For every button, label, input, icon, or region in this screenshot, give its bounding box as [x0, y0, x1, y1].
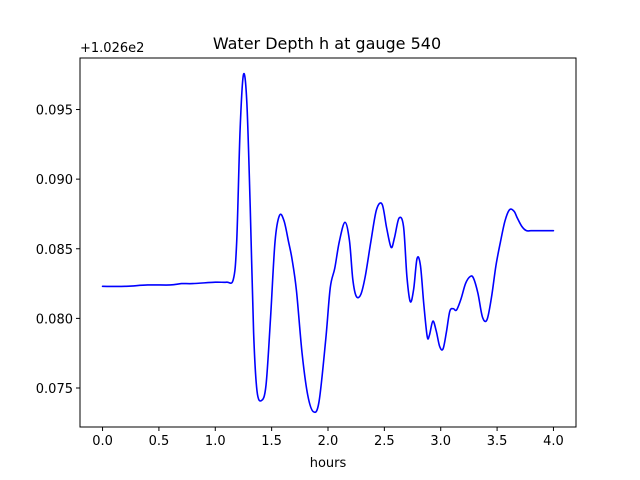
x-axis-ticks: 0.0 0.5 1.0 1.5 2.0 2.5 3.0 3.5 4.0 [92, 427, 564, 449]
x-tick-label: 3.5 [487, 434, 508, 449]
y-axis-offset-text: +1.026e2 [80, 41, 144, 56]
y-tick-label: 0.080 [36, 312, 73, 327]
y-tick-label: 0.090 [36, 173, 73, 188]
y-tick-label: 0.095 [36, 104, 73, 119]
x-tick-label: 1.0 [205, 434, 226, 449]
x-tick-label: 2.5 [374, 434, 395, 449]
x-tick-label: 2.0 [318, 434, 339, 449]
x-tick-label: 0.0 [92, 434, 113, 449]
y-tick-label: 0.075 [36, 382, 73, 397]
x-tick-label: 3.0 [430, 434, 451, 449]
x-axis-label: hours [310, 456, 347, 471]
x-tick-label: 4.0 [543, 434, 564, 449]
y-axis-ticks: 0.075 0.080 0.085 0.090 0.095 [36, 104, 80, 397]
chart-title: Water Depth h at gauge 540 [213, 34, 441, 53]
x-tick-label: 1.5 [261, 434, 282, 449]
series-line [101, 72, 555, 414]
plot-area-frame [79, 57, 577, 428]
y-tick-label: 0.085 [36, 243, 73, 258]
x-tick-label: 0.5 [149, 434, 170, 449]
